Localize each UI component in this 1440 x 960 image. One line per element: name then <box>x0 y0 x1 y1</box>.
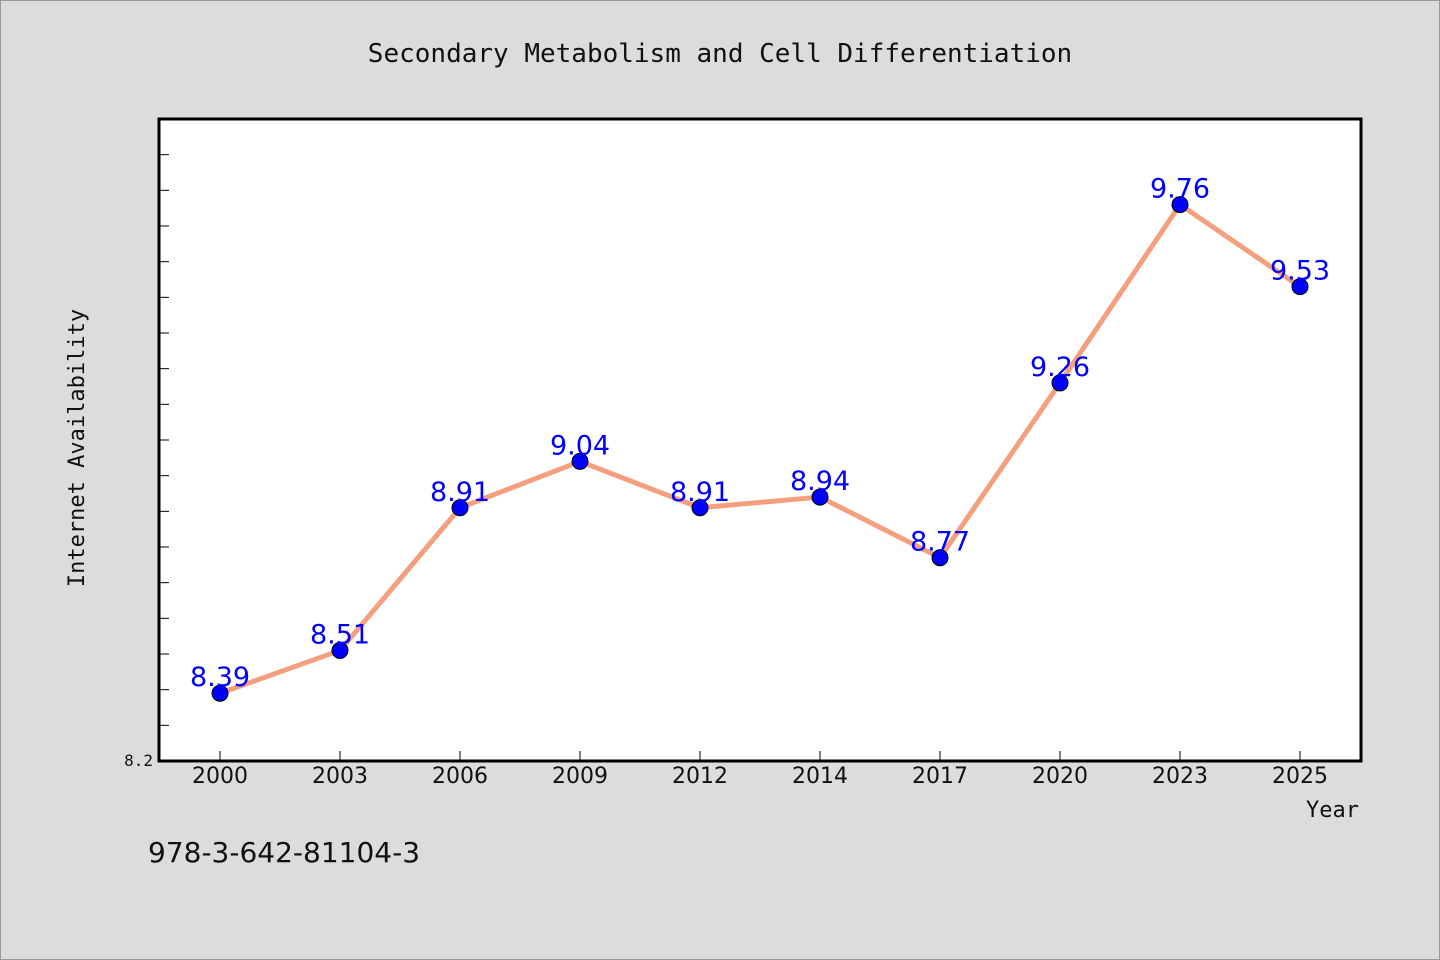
data-point <box>1291 278 1309 296</box>
data-point <box>691 499 709 517</box>
x-tick-label: 2012 <box>672 764 728 789</box>
data-label: 9.53 <box>1270 256 1330 287</box>
footer-note: 978-3-642-81104-3 <box>148 836 420 869</box>
data-label: 8.51 <box>310 619 370 650</box>
data-label: 9.26 <box>1030 352 1090 383</box>
data-label: 8.77 <box>910 527 970 558</box>
data-label: 8.94 <box>790 466 850 497</box>
data-point <box>811 488 829 506</box>
x-tick-label: 2009 <box>552 764 608 789</box>
plot-area <box>157 117 1363 763</box>
data-point <box>571 452 589 470</box>
series-group: 8.39 8.51 8.91 9.04 8.91 8.94 8.77 9.26 9.76 9.53 <box>190 174 1330 702</box>
x-tick-label: 2020 <box>1032 764 1088 789</box>
data-point <box>211 684 229 702</box>
data-label: 9.04 <box>550 430 610 461</box>
x-axis-ticks: 2000 2003 2006 2009 2012 2014 2017 2020 2023 2025 <box>192 751 1328 789</box>
data-label: 9.76 <box>1150 174 1210 205</box>
x-tick-label: 2003 <box>312 764 368 789</box>
x-tick-label: 2000 <box>192 764 248 789</box>
series-line <box>219 202 1302 696</box>
data-label: 8.91 <box>430 477 490 508</box>
x-tick-label: 2017 <box>912 764 968 789</box>
data-point <box>1051 374 1069 392</box>
x-tick-label: 2023 <box>1152 764 1208 789</box>
data-label: 8.39 <box>190 662 250 693</box>
data-point <box>451 499 469 517</box>
data-point <box>931 549 949 567</box>
y-tick-label: 8.2 <box>124 751 153 770</box>
data-point <box>331 641 349 659</box>
data-label: 8.91 <box>670 477 730 508</box>
chart-title: Secondary Metabolism and Cell Differenti… <box>368 39 1072 69</box>
x-tick-label: 2006 <box>432 764 488 789</box>
x-axis-title: Year <box>1306 798 1359 823</box>
y-axis-ticks <box>159 154 169 726</box>
data-point <box>1171 196 1189 214</box>
y-axis-title: Internet Availability <box>65 309 90 587</box>
x-tick-label: 2025 <box>1272 764 1328 789</box>
x-tick-label: 2014 <box>792 764 848 789</box>
